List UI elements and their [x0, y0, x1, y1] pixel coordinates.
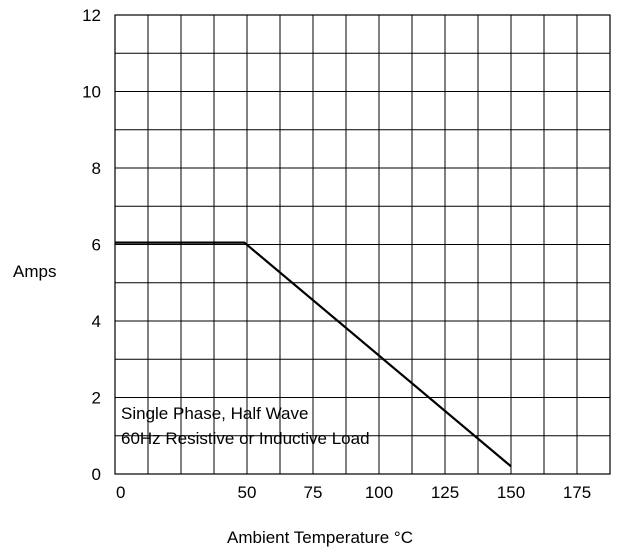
x-tick-label-75: 75 — [304, 483, 323, 502]
y-tick-labels: 0 2 4 6 8 10 12 — [82, 6, 101, 484]
y-tick-label-0: 0 — [92, 465, 101, 484]
x-tick-label-175: 175 — [563, 483, 591, 502]
x-axis-label: Ambient Temperature °C — [227, 528, 413, 547]
annotation-line-1: Single Phase, Half Wave — [121, 404, 308, 423]
series-layer — [114, 241, 512, 468]
y-tick-label-8: 8 — [92, 159, 101, 178]
x-tick-labels: 0 50 75 100 125 150 175 — [116, 483, 591, 502]
y-tick-label-4: 4 — [92, 312, 101, 331]
grid — [114, 14, 611, 475]
plot-frame — [114, 14, 611, 475]
x-tick-label-125: 125 — [431, 483, 459, 502]
annotation-line-2: 60Hz Resistive or Inductive Load — [121, 429, 370, 448]
x-tick-label-100: 100 — [365, 483, 393, 502]
x-tick-label-50: 50 — [238, 483, 257, 502]
y-tick-label-2: 2 — [92, 389, 101, 408]
y-tick-label-6: 6 — [92, 236, 101, 255]
x-tick-label-0: 0 — [116, 483, 125, 502]
x-tick-label-150: 150 — [497, 483, 525, 502]
y-tick-label-12: 12 — [82, 6, 101, 25]
y-tick-label-10: 10 — [82, 83, 101, 102]
y-axis-label: Amps — [13, 262, 56, 281]
